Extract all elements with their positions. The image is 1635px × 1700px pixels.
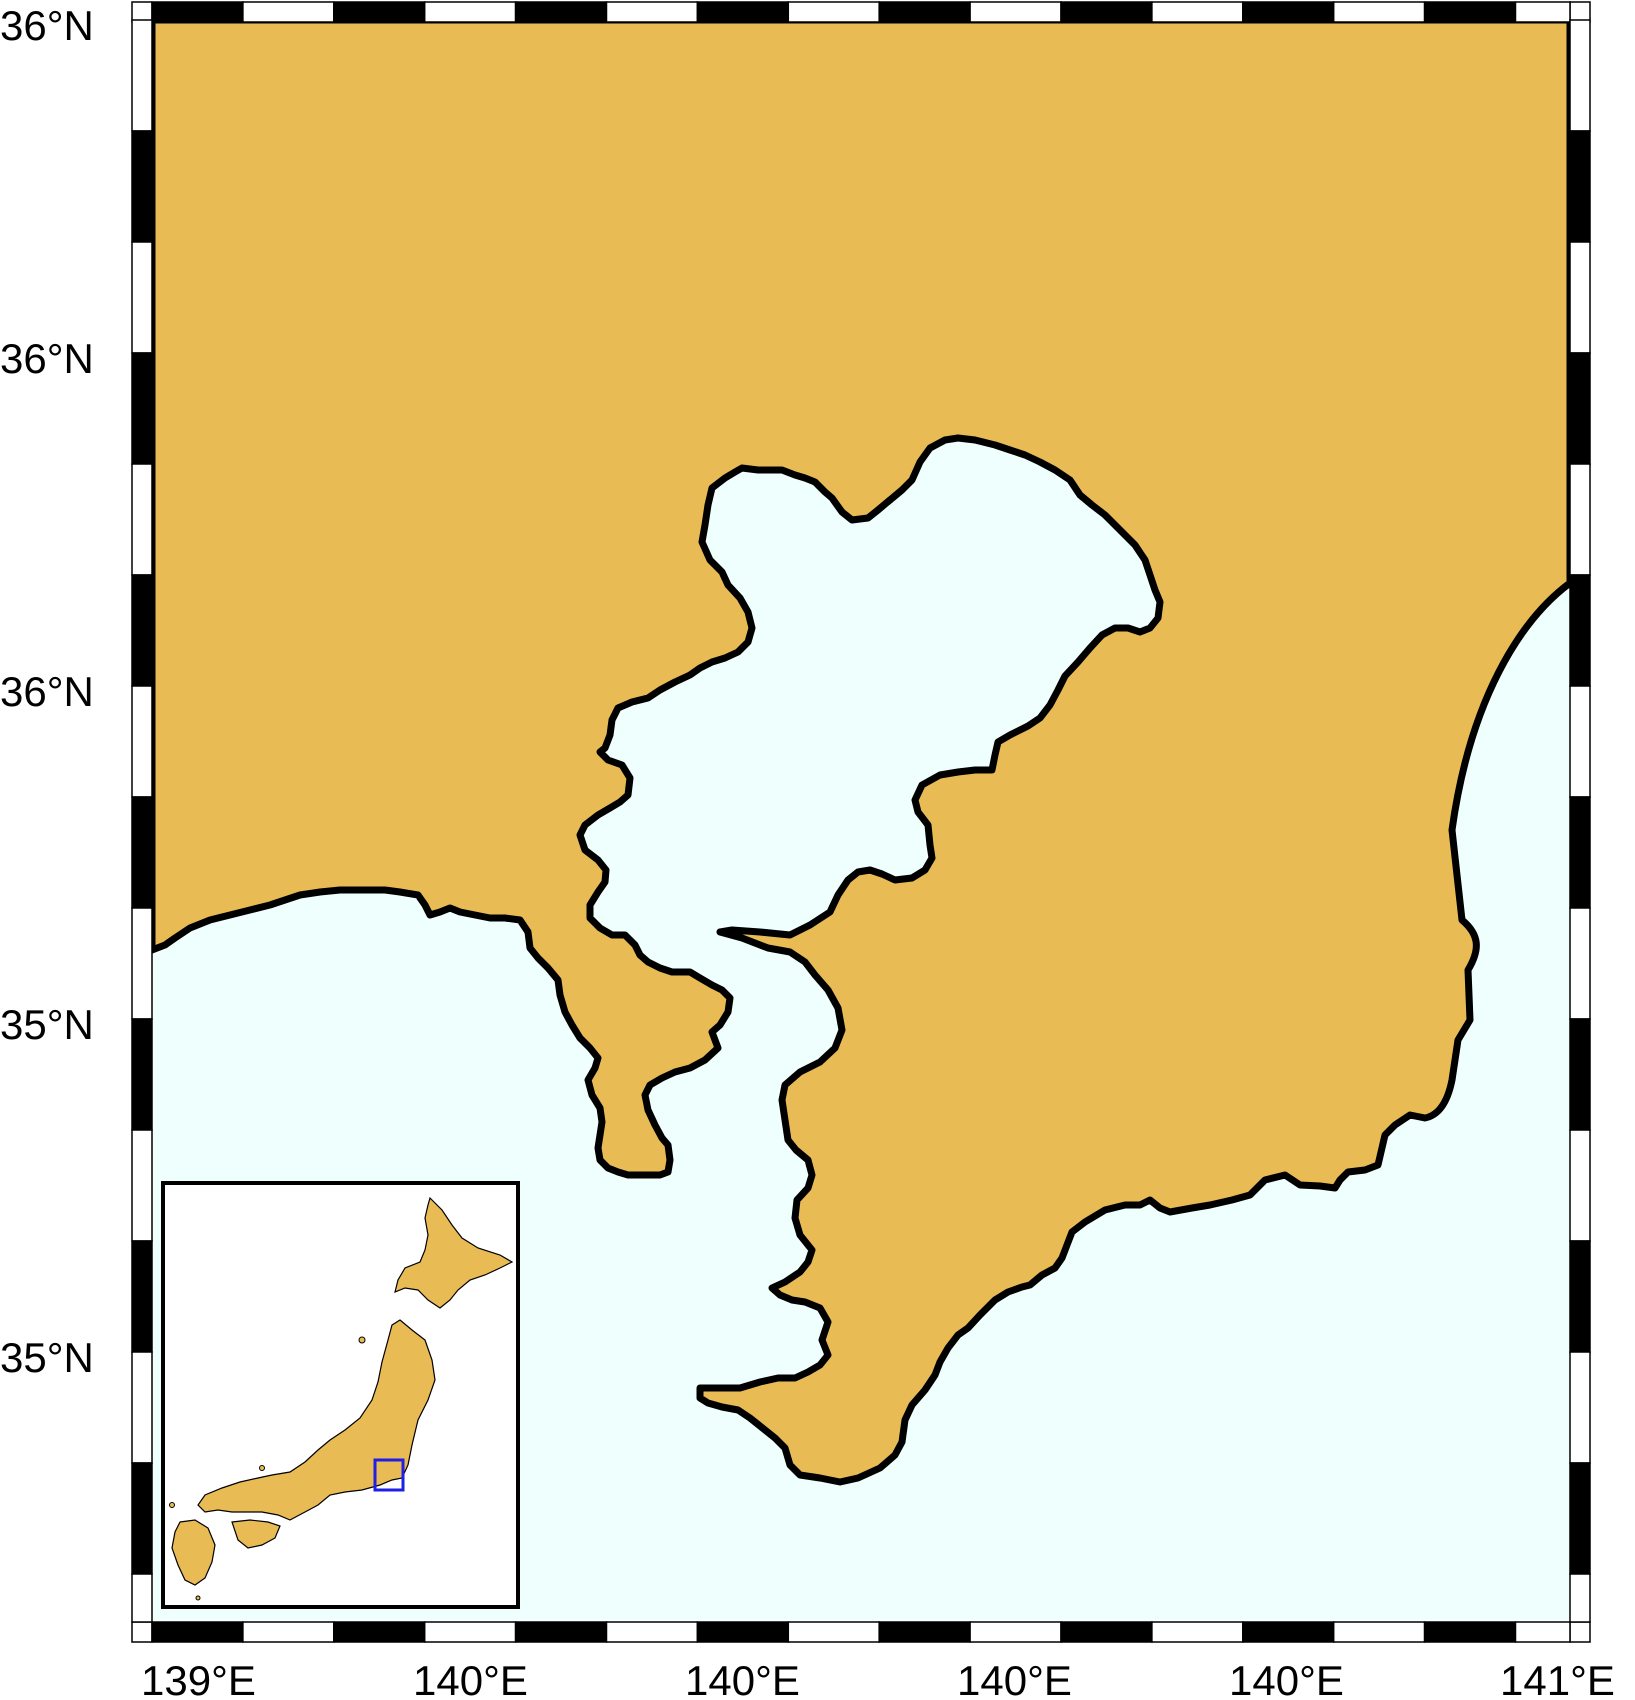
frame-segment	[1569, 352, 1591, 465]
frame-segment	[423, 1, 517, 23]
frame-segment	[1151, 1621, 1244, 1643]
frame-corner	[131, 1621, 153, 1643]
frame-segment	[1569, 1240, 1591, 1353]
frame-segment	[1242, 1, 1335, 23]
frame-segment	[242, 1621, 335, 1643]
frame-segment	[131, 19, 153, 132]
frame-border-top	[131, 1, 1591, 23]
frame-segment	[1332, 1, 1426, 23]
frame-segment	[131, 1018, 153, 1131]
frame-segment	[1423, 1, 1517, 23]
frame-segment	[1569, 1462, 1591, 1575]
frame-segment	[131, 1351, 153, 1464]
frame-segment	[1569, 241, 1591, 354]
frame-segment	[1569, 130, 1591, 243]
frame-corner	[131, 1, 153, 23]
frame-segment	[1569, 19, 1591, 132]
frame-segment	[131, 1462, 153, 1575]
inset-island-oki	[259, 1465, 265, 1471]
frame-segment	[1060, 1, 1153, 23]
lon-label: 140°E	[685, 1657, 800, 1700]
frame-segment	[1423, 1621, 1517, 1643]
frame-segment	[333, 1621, 426, 1643]
frame-segment	[131, 574, 153, 687]
frame-segment	[1569, 685, 1591, 798]
lat-label: 35°N	[0, 1001, 94, 1048]
frame-corner	[1569, 1621, 1591, 1643]
frame-segment	[878, 1, 971, 23]
frame-segment	[605, 1, 699, 23]
inset-island-tanegashima	[195, 1595, 201, 1601]
frame-segment	[131, 1240, 153, 1353]
land-honshu	[148, 16, 1574, 1486]
longitude-labels: 139°E 140°E 140°E 140°E 140°E 141°E	[141, 1657, 1615, 1700]
lat-label: 35°N	[0, 1334, 94, 1381]
lat-label: 36°N	[0, 668, 94, 715]
frame-segment	[131, 352, 153, 465]
frame-segment	[1514, 1621, 1571, 1643]
lat-label: 36°N	[0, 2, 94, 49]
frame-segment	[151, 1, 244, 23]
frame-segment	[1569, 1129, 1591, 1242]
frame-segment	[1514, 1, 1571, 23]
frame-border-bottom	[131, 1621, 1591, 1643]
frame-segment	[1060, 1621, 1153, 1643]
frame-segment	[131, 685, 153, 798]
lon-label: 140°E	[413, 1657, 528, 1700]
frame-segment	[514, 1, 608, 23]
frame-segment	[131, 1129, 153, 1242]
frame-segment	[605, 1621, 699, 1643]
lon-label: 139°E	[141, 1657, 256, 1700]
frame-segment	[242, 1, 335, 23]
frame-segment	[969, 1621, 1062, 1643]
frame-segment	[131, 907, 153, 1020]
frame-segment	[131, 463, 153, 576]
inset-highlight-box	[373, 1458, 405, 1492]
frame-segment	[1569, 574, 1591, 687]
frame-segment	[333, 1, 426, 23]
frame-segment	[1332, 1621, 1426, 1643]
frame-segment	[131, 241, 153, 354]
latitude-labels: 36°N 36°N 36°N 35°N 35°N	[0, 2, 94, 1381]
lat-label: 36°N	[0, 335, 94, 382]
frame-segment	[131, 130, 153, 243]
frame-segment	[1569, 796, 1591, 909]
frame-segment	[1569, 907, 1591, 1020]
frame-segment	[131, 796, 153, 909]
frame-segment	[787, 1, 880, 23]
frame-segment	[1569, 1018, 1591, 1131]
frame-segment	[878, 1621, 971, 1643]
lon-label: 140°E	[957, 1657, 1072, 1700]
frame-segment	[787, 1621, 880, 1643]
inset-land-shikoku	[231, 1519, 281, 1549]
inset-island-sado	[358, 1336, 366, 1344]
frame-segment	[1569, 1351, 1591, 1464]
frame-segment	[151, 1621, 244, 1643]
frame-segment	[1151, 1, 1244, 23]
frame-segment	[131, 1573, 153, 1623]
frame-segment	[423, 1621, 517, 1643]
frame-border-right	[1569, 19, 1591, 1623]
inset-japan-map	[161, 1181, 520, 1609]
frame-segment	[514, 1621, 608, 1643]
frame-segment	[1242, 1621, 1335, 1643]
frame-segment	[969, 1, 1062, 23]
lon-label: 141°E	[1500, 1657, 1615, 1700]
frame-segment	[696, 1621, 790, 1643]
inset-land-hokkaido	[394, 1196, 514, 1309]
frame-segment	[696, 1, 790, 23]
frame-segment	[1569, 1573, 1591, 1623]
inset-land-kyushu	[171, 1519, 216, 1586]
frame-segment	[1569, 463, 1591, 576]
inset-island-tsushima	[169, 1502, 175, 1508]
lon-label: 140°E	[1229, 1657, 1344, 1700]
frame-border-left	[131, 19, 153, 1623]
frame-corner	[1569, 1, 1591, 23]
